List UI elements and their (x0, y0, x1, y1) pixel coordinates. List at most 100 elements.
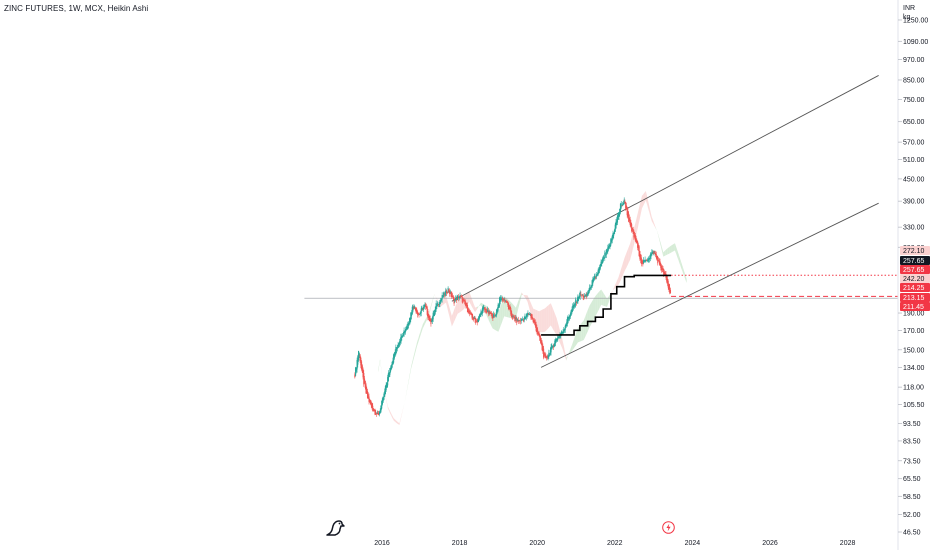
cloud-segment (451, 310, 454, 327)
cloud-segment (678, 254, 681, 267)
candle-body (458, 297, 460, 299)
candle-body (520, 318, 522, 322)
candle-body (583, 295, 585, 298)
price-tick-label: 330.00 (903, 225, 925, 232)
candle-body (366, 388, 368, 394)
cloud-segment (469, 291, 472, 306)
price-tick-label: 850.00 (903, 77, 925, 84)
candle-body (378, 413, 380, 416)
candle-body (521, 319, 523, 321)
cloud-segment (587, 305, 590, 332)
candle-body (516, 318, 518, 323)
cloud-segment (459, 297, 462, 313)
price-tick-label: 46.50 (903, 530, 921, 537)
candle-body (517, 319, 519, 322)
candle-body (617, 214, 619, 219)
cloud-segment (449, 308, 452, 327)
candle-body (388, 372, 390, 378)
candle-body (381, 398, 383, 405)
candle-body (484, 308, 486, 310)
price-tick-label: 118.00 (903, 385, 924, 392)
candle-body (441, 295, 443, 300)
candle-body (428, 315, 431, 322)
candle-body (435, 303, 437, 310)
candle-body (508, 306, 510, 308)
price-tag-label: 211.45 (903, 304, 924, 311)
candle-body (413, 306, 416, 309)
candle-body (623, 199, 625, 204)
candle-body (593, 276, 595, 280)
candle-body (369, 400, 372, 404)
candle-body (386, 383, 388, 388)
price-tag-label: 257.65 (903, 267, 925, 274)
candle-body (365, 384, 367, 394)
candle-body (382, 398, 384, 402)
cloud-segment (399, 415, 402, 425)
tradingview-dino-icon[interactable] (325, 517, 347, 537)
candle-body (516, 319, 519, 321)
candle-body (389, 367, 391, 375)
price-tick-label: 650.00 (903, 119, 925, 126)
horizontal-levels (304, 274, 898, 299)
cloud-segment (636, 211, 639, 236)
candle-body (462, 299, 464, 301)
candle-body (482, 306, 484, 311)
candle-body (637, 244, 639, 249)
price-tick-label: 105.50 (903, 402, 925, 409)
candle-body (605, 249, 607, 256)
candle-body (540, 340, 542, 345)
cloud-segment (647, 199, 650, 215)
candle-body (489, 311, 491, 315)
candle-body (584, 294, 586, 297)
cloud-segment (673, 243, 675, 252)
candle-body (357, 356, 359, 365)
candle-body (552, 346, 554, 348)
candle-body (514, 317, 516, 322)
candle-body (372, 405, 374, 411)
cloud-segment (616, 276, 619, 287)
cloud-segment (628, 243, 631, 264)
candle-body (652, 252, 654, 254)
candle-body (633, 231, 635, 238)
symbol-title[interactable]: ZINC FUTURES, 1W, MCX, Heikin Ashi (4, 4, 149, 13)
candle-body (576, 300, 578, 303)
candle-body (649, 258, 651, 260)
candle-body (587, 293, 589, 295)
kijun-baseline (541, 274, 672, 336)
candle-body (625, 202, 627, 209)
candle-body (443, 292, 445, 298)
candle-body (459, 295, 461, 298)
candle-body (535, 324, 537, 331)
candle-body (444, 291, 446, 296)
candle-body (568, 316, 570, 319)
lightning-event-icon[interactable] (662, 521, 675, 534)
candle-body (664, 273, 666, 275)
candle-body (612, 233, 614, 239)
cloud-segment (618, 270, 621, 285)
cloud-segment (382, 374, 384, 389)
candle-body (560, 331, 563, 335)
cloud-segment (430, 300, 433, 310)
cloud-segment (663, 250, 666, 257)
candle-body (530, 314, 532, 318)
candle-body (641, 260, 643, 263)
currency-unit[interactable]: INR kg (903, 4, 915, 22)
candle-body (593, 278, 595, 282)
price-tag (900, 283, 930, 292)
candle-body (483, 307, 485, 309)
candle-body (425, 305, 427, 307)
candle-body (486, 310, 488, 313)
candle-body (543, 353, 545, 356)
price-tick-label: 450.00 (903, 176, 925, 183)
candle-body (454, 299, 456, 301)
cloud-segment (397, 421, 400, 425)
candle-body (527, 313, 529, 316)
candle-body (599, 264, 601, 269)
cloud-segment (620, 264, 623, 281)
channel-line (451, 75, 879, 302)
candle-body (599, 266, 601, 271)
candle-body (390, 365, 392, 370)
cloud-segment (566, 355, 569, 361)
